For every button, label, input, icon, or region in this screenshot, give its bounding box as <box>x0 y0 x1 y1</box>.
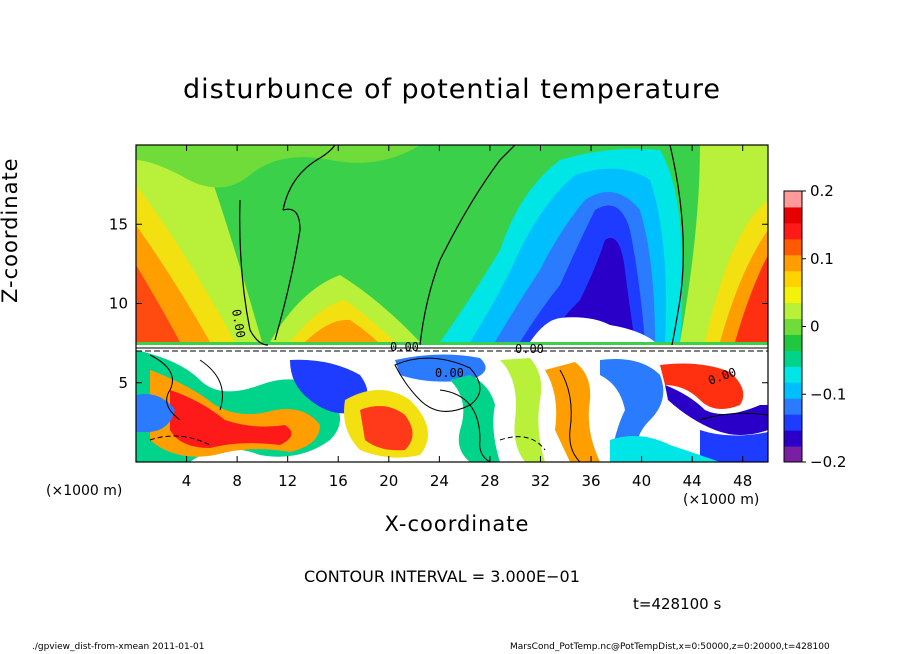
colorbar-tick-label: −0.1 <box>810 385 846 403</box>
colorbar-swatch <box>784 318 802 335</box>
x-axis-unit: (×1000 m) <box>683 492 760 508</box>
colorbar-tick-label: −0.2 <box>810 453 846 471</box>
x-tick-label: 32 <box>531 472 550 490</box>
x-axis-label: X-coordinate <box>384 512 530 536</box>
contour-label: 0.00 <box>435 366 464 380</box>
colorbar-tick-label: 0.2 <box>810 182 834 200</box>
colorbar-tick-label: 0.1 <box>810 250 834 268</box>
colorbar-swatch <box>784 446 802 463</box>
x-tick-label: 12 <box>278 472 297 490</box>
x-tick-label: 16 <box>329 472 348 490</box>
y-axis: 5 10 15 <box>109 215 768 392</box>
colorbar-swatch <box>784 191 802 208</box>
colorbar-swatch <box>784 206 802 224</box>
y-tick-label: 15 <box>109 215 128 233</box>
colorbar-swatch <box>784 302 802 320</box>
colorbar-tick-label: 0 <box>810 318 820 336</box>
colorbar-swatch <box>784 270 802 288</box>
y-tick-label: 10 <box>109 295 128 313</box>
colorbar-swatch <box>784 238 802 256</box>
x-tick-label: 8 <box>232 472 242 490</box>
x-tick-label: 48 <box>733 472 752 490</box>
colorbar-swatch <box>784 334 802 351</box>
field-layer: 0.00 0.00 0.00 0.00 0.00 <box>136 145 768 462</box>
colorbar-swatch <box>784 398 802 415</box>
colorbar <box>783 190 803 463</box>
x-tick-label: 20 <box>379 472 398 490</box>
colorbar-swatch <box>784 222 802 240</box>
colorbar-swatch <box>784 350 802 367</box>
x-tick-label: 40 <box>632 472 651 490</box>
time-label: t=428100 s <box>633 595 722 613</box>
footer-left: ./gpview_dist-from-xmean 2011-01-01 <box>32 642 205 652</box>
x-tick-label: 28 <box>480 472 499 490</box>
contour-label: 0.00 <box>390 340 419 354</box>
x-tick-label: 24 <box>430 472 449 490</box>
colorbar-axis: 0.2 0.1 0 −0.1 −0.2 <box>802 182 846 471</box>
colorbar-swatch <box>784 366 802 383</box>
colorbar-swatch <box>784 430 802 447</box>
chart-title: disturbunce of potential temperature <box>183 74 721 105</box>
contour-label: 0.00 <box>229 308 248 339</box>
colorbar-swatch <box>784 286 802 304</box>
x-tick-label: 4 <box>182 472 192 490</box>
footer-right: MarsCond_PotTemp.nc@PotTempDist,x=0:5000… <box>510 642 830 652</box>
x-axis: 4 8 12 16 20 24 28 32 36 40 44 48 <box>182 145 752 490</box>
x-tick-label: 44 <box>683 472 702 490</box>
contour-label: 0.00 <box>515 342 544 356</box>
y-tick-label: 5 <box>118 374 128 392</box>
colorbar-swatch <box>784 382 802 399</box>
colorbar-swatch <box>784 414 802 431</box>
colorbar-swatch <box>784 254 802 272</box>
y-axis-unit: (×1000 m) <box>46 483 123 499</box>
contour-interval-text: CONTOUR INTERVAL = 3.000E−01 <box>304 567 580 586</box>
x-tick-label: 36 <box>581 472 600 490</box>
